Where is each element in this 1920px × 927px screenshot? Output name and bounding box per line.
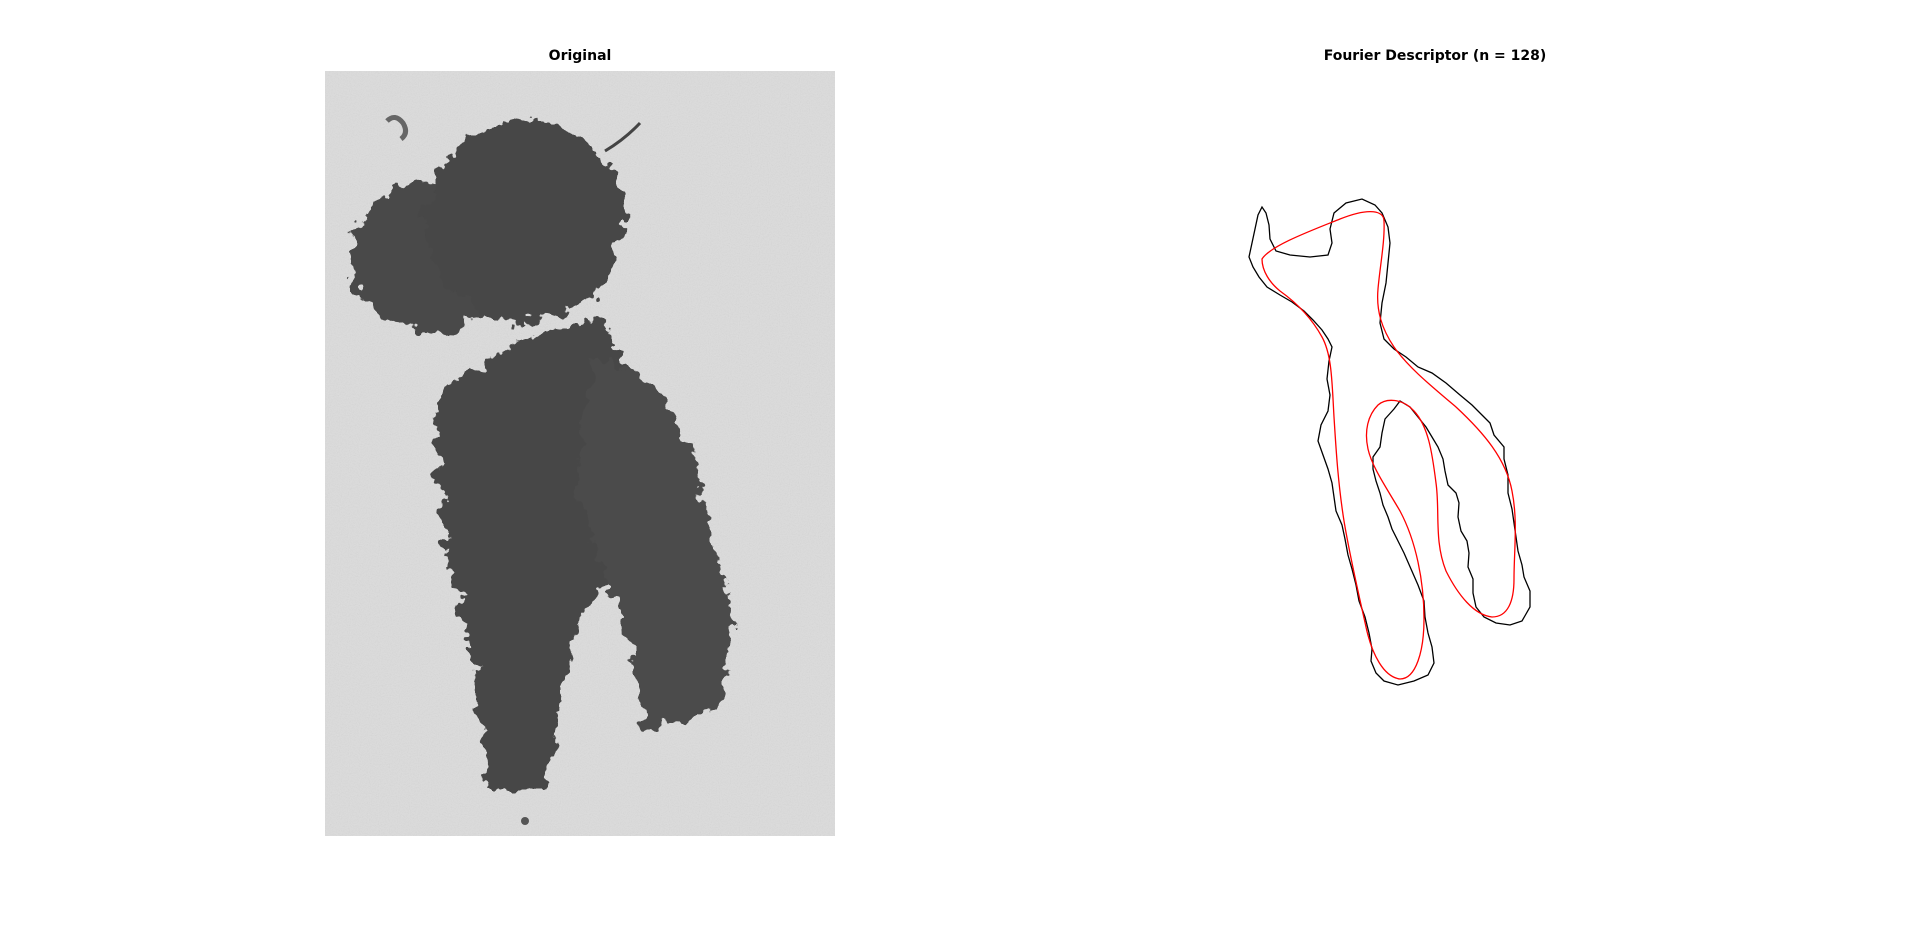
original-title: Original — [325, 48, 835, 64]
fourier-descriptor-title: Fourier Descriptor (n = 128) — [1170, 48, 1700, 64]
original-chromosome-image — [325, 71, 835, 836]
boundary-contour — [1249, 199, 1530, 685]
fourier-descriptor-plot — [1170, 71, 1700, 836]
